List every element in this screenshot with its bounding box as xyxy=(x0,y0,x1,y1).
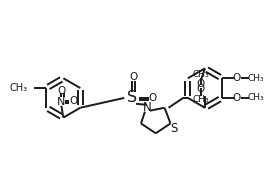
Text: S: S xyxy=(171,122,178,135)
Text: S: S xyxy=(127,90,137,105)
Text: O: O xyxy=(149,93,157,103)
Text: O: O xyxy=(197,84,205,94)
Text: N: N xyxy=(143,101,151,114)
Text: O: O xyxy=(69,96,77,106)
Text: CH₃: CH₃ xyxy=(193,70,209,79)
Text: O: O xyxy=(129,72,137,82)
Text: CH₃: CH₃ xyxy=(10,83,28,93)
Text: CH₃: CH₃ xyxy=(247,93,264,102)
Text: CH₃: CH₃ xyxy=(193,95,209,104)
Text: O: O xyxy=(232,93,241,103)
Text: CH₃: CH₃ xyxy=(247,74,264,83)
Text: N: N xyxy=(57,97,65,107)
Text: O: O xyxy=(197,79,205,89)
Text: O: O xyxy=(57,86,65,96)
Text: O: O xyxy=(232,73,241,83)
